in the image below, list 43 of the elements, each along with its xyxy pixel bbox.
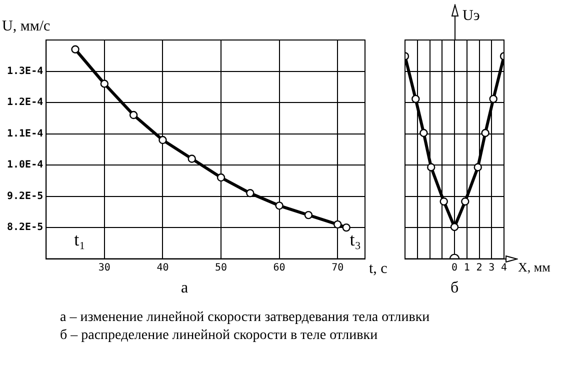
point (275, 202, 284, 210)
y-tick-label: 1.2E-4 (7, 97, 44, 108)
annotation: t₁ (74, 230, 86, 250)
x-tick-label: 3 (488, 262, 495, 274)
y-tick-label: 1.1E-4 (7, 128, 44, 140)
point (129, 110, 138, 120)
x-tick-label: 60 (273, 262, 286, 274)
point (440, 197, 448, 206)
y-tick-label: 9.2E-5 (7, 190, 44, 202)
y-axis-title: U, мм/с (2, 18, 50, 34)
point (71, 45, 80, 54)
annotation: t₃ (350, 230, 361, 250)
point (474, 163, 482, 172)
x-tick-label: 0 (451, 262, 458, 274)
point (461, 197, 470, 206)
y-tick-label: 1.3E-4 (7, 66, 44, 77)
x-tick-label: 50 (214, 262, 228, 274)
point (100, 80, 109, 88)
x-tick-label: 30 (98, 262, 110, 274)
x-axis-title: X, мм (518, 260, 550, 275)
x-tick-label: 2 (476, 262, 482, 274)
x-tick-label: 1 (464, 262, 470, 274)
x-tick-label: 40 (156, 262, 169, 274)
y-tick-label: 8.2E-5 (7, 222, 44, 234)
point (304, 210, 313, 220)
point (420, 128, 428, 138)
text: а – изменение линейной скорости затвердевания тела отливки (60, 310, 431, 326)
x-tick-label: 70 (332, 262, 344, 274)
point (188, 154, 196, 163)
y-axis-title: Uэ (462, 8, 480, 24)
point (342, 223, 350, 232)
y-tick-label: 1.0E-4 (7, 160, 44, 171)
x-axis-title: t, c (369, 261, 388, 278)
text: б – распределение линейной скорости в теле отливки (60, 328, 379, 344)
point (481, 128, 490, 138)
point (216, 173, 226, 182)
text: а (180, 280, 188, 297)
x-tick-label: 4 (500, 262, 508, 274)
point (427, 163, 436, 172)
point (246, 189, 254, 198)
point (334, 220, 342, 229)
text: б (450, 280, 459, 297)
point (158, 136, 167, 144)
